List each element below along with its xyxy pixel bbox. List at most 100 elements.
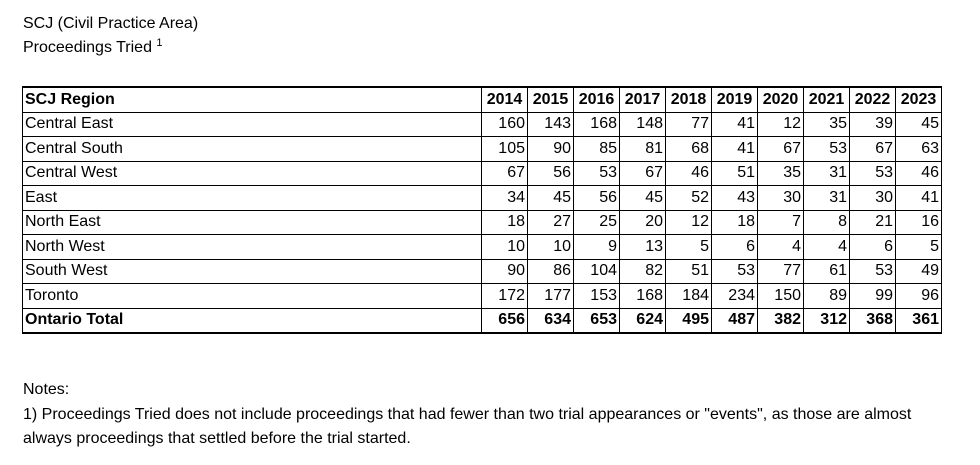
title-line-1: SCJ (Civil Practice Area) bbox=[23, 15, 199, 32]
value-cell: 5 bbox=[665, 234, 712, 260]
value-cell: 30 bbox=[757, 185, 804, 211]
value-cell: 86 bbox=[527, 258, 574, 284]
total-value-cell: 624 bbox=[619, 307, 666, 334]
value-cell: 45 bbox=[619, 185, 666, 211]
value-cell: 10 bbox=[481, 234, 528, 260]
value-cell: 4 bbox=[803, 234, 850, 260]
value-cell: 45 bbox=[895, 111, 942, 137]
year-header: 2015 bbox=[527, 86, 574, 113]
value-cell: 12 bbox=[665, 209, 712, 235]
value-cell: 168 bbox=[619, 283, 666, 309]
value-cell: 90 bbox=[527, 136, 574, 162]
value-cell: 39 bbox=[849, 111, 896, 137]
value-cell: 63 bbox=[895, 136, 942, 162]
year-header: 2023 bbox=[895, 86, 942, 113]
region-column-header: SCJ Region bbox=[22, 86, 482, 113]
value-cell: 51 bbox=[665, 258, 712, 284]
value-cell: 148 bbox=[619, 111, 666, 137]
value-cell: 67 bbox=[849, 136, 896, 162]
title-line-2: Proceedings Tried 1 bbox=[23, 36, 198, 60]
value-cell: 67 bbox=[757, 136, 804, 162]
table-row: North East 18 27 25 20 12 18 7 8 21 16 bbox=[22, 209, 942, 235]
value-cell: 13 bbox=[619, 234, 666, 260]
value-cell: 61 bbox=[803, 258, 850, 284]
header-row: SCJ Region 2014 2015 2016 2017 2018 2019… bbox=[22, 86, 942, 113]
value-cell: 68 bbox=[665, 136, 712, 162]
value-cell: 27 bbox=[527, 209, 574, 235]
value-cell: 104 bbox=[573, 258, 620, 284]
value-cell: 52 bbox=[665, 185, 712, 211]
table-row: Central South 105 90 85 81 68 41 67 53 6… bbox=[22, 136, 942, 162]
total-label-cell: Ontario Total bbox=[22, 307, 482, 334]
year-header: 2020 bbox=[757, 86, 804, 113]
value-cell: 18 bbox=[481, 209, 528, 235]
total-value-cell: 382 bbox=[757, 307, 804, 334]
year-header: 2022 bbox=[849, 86, 896, 113]
value-cell: 67 bbox=[619, 160, 666, 186]
document-title-block: SCJ (Civil Practice Area) Proceedings Tr… bbox=[23, 12, 198, 60]
total-value-cell: 312 bbox=[803, 307, 850, 334]
notes-section: Notes: 1) Proceedings Tried does not inc… bbox=[23, 378, 953, 452]
value-cell: 8 bbox=[803, 209, 850, 235]
table-row: Central East 160 143 168 148 77 41 12 35… bbox=[22, 111, 942, 137]
value-cell: 56 bbox=[573, 185, 620, 211]
value-cell: 9 bbox=[573, 234, 620, 260]
value-cell: 46 bbox=[665, 160, 712, 186]
value-cell: 51 bbox=[711, 160, 758, 186]
year-header: 2021 bbox=[803, 86, 850, 113]
value-cell: 160 bbox=[481, 111, 528, 137]
total-value-cell: 653 bbox=[573, 307, 620, 334]
value-cell: 41 bbox=[895, 185, 942, 211]
value-cell: 77 bbox=[757, 258, 804, 284]
value-cell: 96 bbox=[895, 283, 942, 309]
total-value-cell: 634 bbox=[527, 307, 574, 334]
region-cell: Toronto bbox=[22, 283, 482, 309]
value-cell: 35 bbox=[757, 160, 804, 186]
value-cell: 67 bbox=[481, 160, 528, 186]
value-cell: 172 bbox=[481, 283, 528, 309]
region-cell: Central East bbox=[22, 111, 482, 137]
value-cell: 20 bbox=[619, 209, 666, 235]
value-cell: 89 bbox=[803, 283, 850, 309]
value-cell: 6 bbox=[711, 234, 758, 260]
value-cell: 31 bbox=[803, 185, 850, 211]
value-cell: 81 bbox=[619, 136, 666, 162]
region-cell: North East bbox=[22, 209, 482, 235]
value-cell: 77 bbox=[665, 111, 712, 137]
footnote-marker: 1 bbox=[156, 37, 163, 49]
value-cell: 46 bbox=[895, 160, 942, 186]
value-cell: 143 bbox=[527, 111, 574, 137]
value-cell: 31 bbox=[803, 160, 850, 186]
value-cell: 41 bbox=[711, 111, 758, 137]
year-header: 2017 bbox=[619, 86, 666, 113]
value-cell: 35 bbox=[803, 111, 850, 137]
region-cell: East bbox=[22, 185, 482, 211]
value-cell: 12 bbox=[757, 111, 804, 137]
total-value-cell: 495 bbox=[665, 307, 712, 334]
table-row: East 34 45 56 45 52 43 30 31 30 41 bbox=[22, 185, 942, 211]
value-cell: 177 bbox=[527, 283, 574, 309]
value-cell: 82 bbox=[619, 258, 666, 284]
year-header: 2014 bbox=[481, 86, 528, 113]
note-1: 1) Proceedings Tried does not include pr… bbox=[23, 405, 912, 448]
total-value-cell: 361 bbox=[895, 307, 942, 334]
value-cell: 150 bbox=[757, 283, 804, 309]
value-cell: 105 bbox=[481, 136, 528, 162]
value-cell: 99 bbox=[849, 283, 896, 309]
region-cell: South West bbox=[22, 258, 482, 284]
year-header: 2018 bbox=[665, 86, 712, 113]
value-cell: 34 bbox=[481, 185, 528, 211]
value-cell: 53 bbox=[573, 160, 620, 186]
value-cell: 56 bbox=[527, 160, 574, 186]
title-text: Proceedings Tried bbox=[23, 39, 152, 56]
value-cell: 85 bbox=[573, 136, 620, 162]
value-cell: 53 bbox=[849, 160, 896, 186]
value-cell: 5 bbox=[895, 234, 942, 260]
region-cell: Central South bbox=[22, 136, 482, 162]
table-row: North West 10 10 9 13 5 6 4 4 6 5 bbox=[22, 234, 942, 260]
total-row: Ontario Total 656 634 653 624 495 487 38… bbox=[22, 307, 942, 334]
value-cell: 7 bbox=[757, 209, 804, 235]
year-header: 2019 bbox=[711, 86, 758, 113]
value-cell: 30 bbox=[849, 185, 896, 211]
region-cell: Central West bbox=[22, 160, 482, 186]
